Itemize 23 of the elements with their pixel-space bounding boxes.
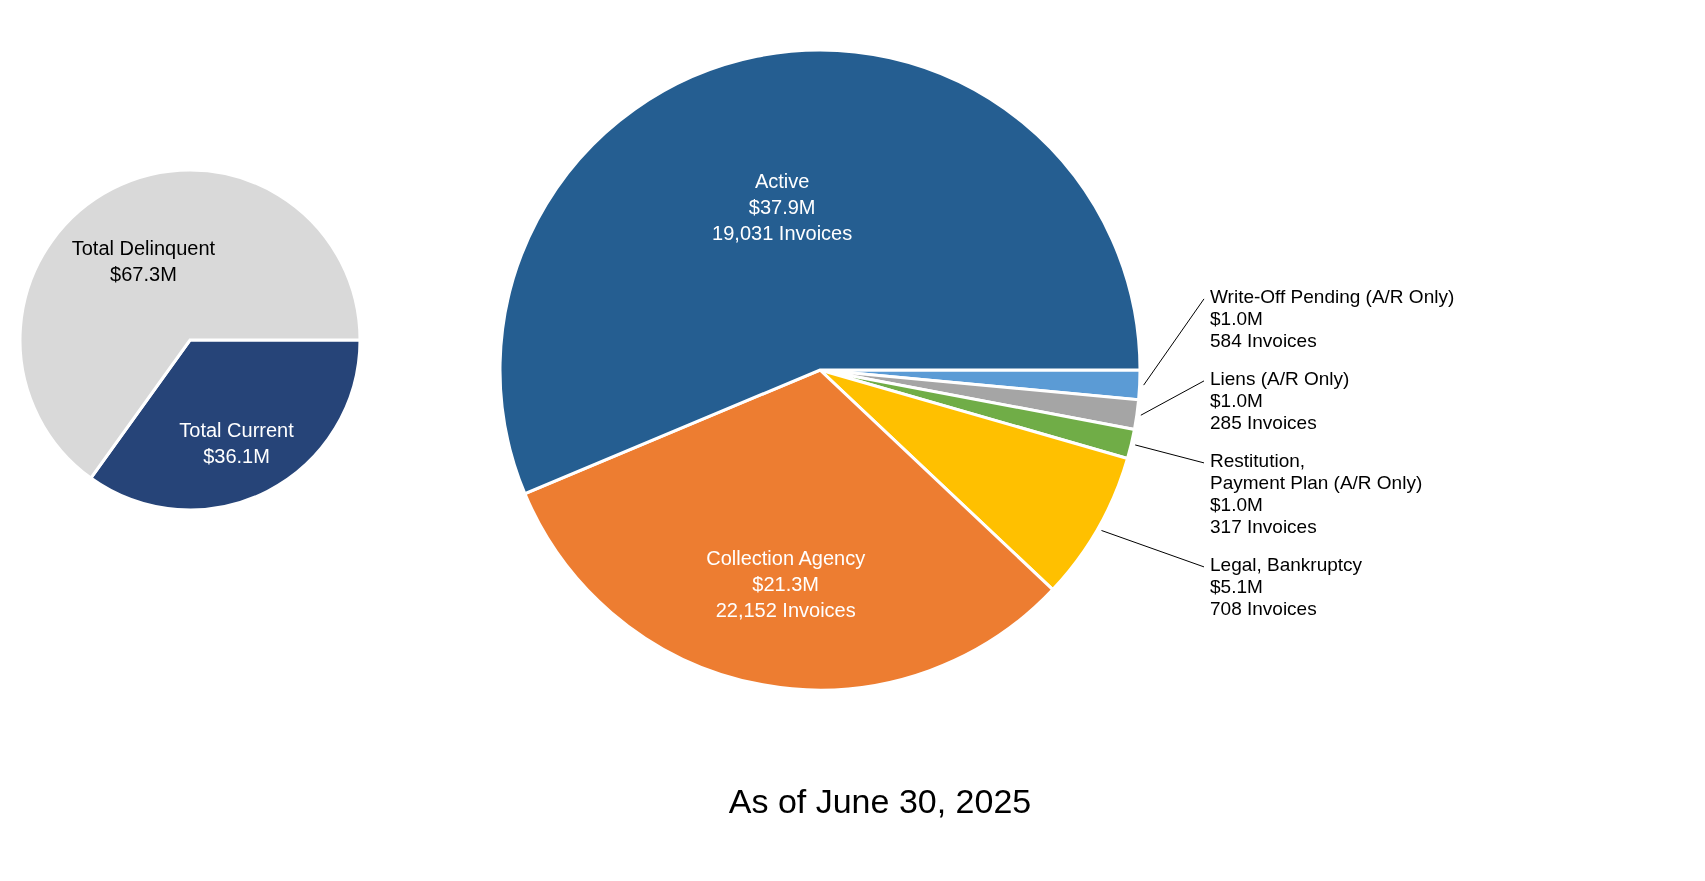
data-label: $67.3M bbox=[110, 263, 177, 286]
data-label: $1.0M bbox=[1210, 493, 1263, 515]
text: 708 Invoices bbox=[1210, 597, 1317, 619]
data-label: $37.9M bbox=[748, 195, 816, 218]
data-label: $21.3M bbox=[752, 572, 820, 595]
text: 317 Invoices bbox=[1210, 515, 1317, 537]
slice-label: Liens (A/R Only) bbox=[1210, 367, 1350, 389]
slice-label: Write-Off Pending (A/R Only) bbox=[1210, 285, 1455, 307]
slice-label: Total Current bbox=[179, 418, 295, 441]
slice-label: Total Delinquent bbox=[71, 237, 216, 260]
slice-label: Collection Agency bbox=[706, 546, 866, 569]
text: 19,031 Invoices bbox=[712, 221, 853, 244]
text: 584 Invoices bbox=[1210, 329, 1317, 351]
slice-label: Restitution, Payment Plan (A/R Only) bbox=[1210, 449, 1423, 493]
text: 22,152 Invoices bbox=[715, 598, 856, 621]
data-label: $36.1M bbox=[203, 444, 270, 467]
data-label: $1.0M bbox=[1210, 389, 1263, 411]
data-label: $1.0M bbox=[1210, 307, 1263, 329]
text: 285 Invoices bbox=[1210, 411, 1317, 433]
slice-label: Active bbox=[754, 169, 810, 192]
slice-label: Legal, Bankruptcy bbox=[1210, 553, 1363, 575]
text: As of June 30, 2025 bbox=[728, 782, 1032, 820]
data-label: $5.1M bbox=[1210, 575, 1263, 597]
